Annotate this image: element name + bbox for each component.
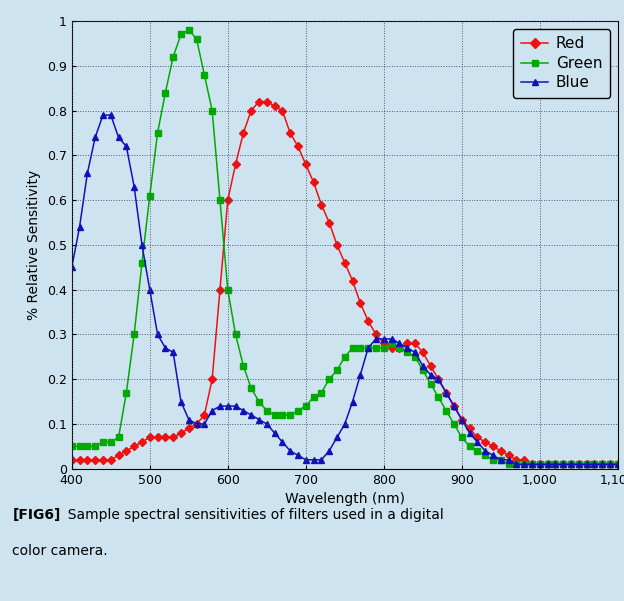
Blue xyxy=(154,331,161,338)
Red xyxy=(68,456,76,463)
Green xyxy=(614,461,622,468)
Blue xyxy=(403,344,411,352)
Red xyxy=(528,461,535,468)
Text: [FIG6]: [FIG6] xyxy=(12,508,61,522)
Red xyxy=(614,461,622,468)
Line: Red: Red xyxy=(69,99,620,467)
Blue xyxy=(84,169,91,177)
Green xyxy=(146,192,154,200)
Text: color camera.: color camera. xyxy=(12,544,108,558)
Red xyxy=(403,340,411,347)
Green xyxy=(575,461,583,468)
Red xyxy=(575,461,583,468)
Text: Sample spectral sensitivities of filters used in a digital: Sample spectral sensitivities of filters… xyxy=(59,508,444,522)
Red xyxy=(255,98,263,105)
Green xyxy=(84,443,91,450)
Blue xyxy=(513,461,520,468)
Line: Green: Green xyxy=(69,27,620,467)
Green xyxy=(341,353,348,361)
Blue xyxy=(614,461,622,468)
Red xyxy=(598,461,606,468)
Blue xyxy=(99,111,107,118)
Red xyxy=(146,434,154,441)
X-axis label: Wavelength (nm): Wavelength (nm) xyxy=(285,492,405,506)
Red xyxy=(341,259,348,266)
Blue xyxy=(68,264,76,271)
Blue xyxy=(341,421,348,428)
Blue xyxy=(575,461,583,468)
Green xyxy=(598,461,606,468)
Line: Blue: Blue xyxy=(69,112,620,467)
Green xyxy=(505,461,512,468)
Green xyxy=(403,349,411,356)
Y-axis label: % Relative Sensitivity: % Relative Sensitivity xyxy=(27,169,41,320)
Green xyxy=(68,443,76,450)
Red xyxy=(84,456,91,463)
Green xyxy=(185,26,192,34)
Legend: Red, Green, Blue: Red, Green, Blue xyxy=(513,29,610,98)
Blue xyxy=(598,461,606,468)
